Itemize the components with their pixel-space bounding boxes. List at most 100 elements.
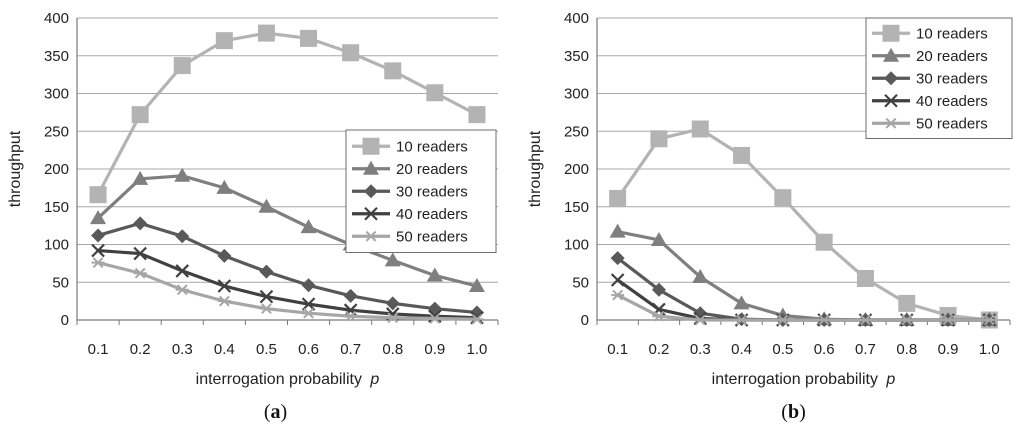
- data-point: [384, 62, 402, 80]
- data-point: [175, 284, 189, 296]
- x-tick-label: 0.7: [340, 341, 361, 358]
- x-tick-label: 0.7: [855, 341, 876, 358]
- data-point: [342, 44, 360, 62]
- data-point: [651, 282, 666, 297]
- data-point: [343, 288, 358, 303]
- panel-caption-a: (a): [264, 401, 287, 423]
- chart-panel-a: 0 50 100 150 200 250 300 350 400 0.1 0.2 0.3 0.4 0.5 0…: [7, 10, 499, 423]
- x-tick-label: 1.0: [979, 341, 1000, 358]
- x-axis-label: interrogation probability p: [712, 371, 896, 388]
- data-point: [650, 231, 667, 246]
- data-point: [90, 210, 107, 225]
- data-point: [132, 170, 149, 185]
- data-point: [856, 269, 874, 287]
- legend-item: 30 readers: [872, 70, 988, 87]
- x-tick-label: 0.5: [256, 341, 277, 358]
- legend-marker: [884, 117, 898, 129]
- data-point: [468, 278, 485, 293]
- x-tick-label: 0.2: [130, 341, 151, 358]
- x-axis-label-variable: p: [885, 371, 895, 388]
- y-tick-label: 0: [61, 312, 69, 329]
- y-tick-label: 400: [44, 10, 69, 27]
- legend-label: 50 readers: [396, 228, 468, 245]
- legend-marker: [364, 206, 378, 221]
- series-10-readers: [89, 24, 486, 204]
- y-tick-label: 200: [564, 161, 589, 178]
- x-tick-label: 0.6: [298, 341, 319, 358]
- data-point: [386, 312, 400, 324]
- data-point: [133, 216, 148, 231]
- data-point: [344, 310, 358, 322]
- x-axis-label: interrogation probability p: [196, 371, 380, 388]
- y-tick-label: 50: [52, 274, 69, 291]
- data-point: [385, 296, 400, 311]
- legend-marker: [364, 230, 378, 242]
- data-point: [133, 246, 147, 261]
- legend-label: 30 readers: [396, 183, 468, 200]
- series-50-readers: [91, 257, 484, 325]
- data-point: [898, 294, 916, 312]
- data-point: [610, 273, 625, 287]
- y-axis-label: throughput: [527, 130, 544, 207]
- data-point: [91, 243, 105, 258]
- data-point: [692, 268, 709, 283]
- legend-label: 40 readers: [916, 93, 988, 110]
- x-tick-label: 0.2: [649, 341, 670, 358]
- y-tick-label: 300: [44, 86, 69, 103]
- data-point: [693, 314, 707, 326]
- data-point: [774, 189, 792, 207]
- data-point: [343, 303, 358, 317]
- data-point: [652, 310, 666, 322]
- x-axis-label-variable: p: [369, 371, 379, 388]
- data-point: [259, 264, 274, 279]
- caption-letter: a: [271, 401, 281, 423]
- data-point: [733, 295, 750, 310]
- x-tick-label: 0.4: [214, 341, 235, 358]
- data-point: [384, 252, 401, 267]
- x-tick-label: 0.5: [772, 341, 793, 358]
- series-line: [616, 278, 990, 322]
- data-point: [301, 278, 316, 293]
- data-point: [174, 167, 191, 182]
- data-point: [91, 257, 105, 269]
- caption-open-paren: (: [781, 401, 788, 423]
- y-tick-label: 350: [564, 48, 589, 65]
- legend-marker: [362, 137, 380, 155]
- caption-close-paren: ): [281, 401, 288, 423]
- legend-marker: [884, 71, 898, 86]
- data-point: [733, 146, 751, 164]
- series-line: [616, 127, 990, 322]
- y-tick-label: 100: [564, 237, 589, 254]
- y-tick-label: 100: [44, 237, 69, 254]
- data-point: [300, 29, 318, 47]
- x-tick-label: 0.8: [896, 341, 917, 358]
- legend-label: 20 readers: [916, 48, 988, 65]
- data-point: [175, 264, 190, 278]
- data-point: [258, 198, 275, 213]
- series-10-readers: [609, 120, 998, 329]
- series-30-readers: [91, 216, 484, 320]
- data-point: [776, 314, 790, 326]
- legend-marker: [883, 47, 899, 62]
- x-tick-label: 0.1: [88, 341, 109, 358]
- legend-item: 40 readers: [352, 206, 468, 223]
- legend-item: 40 readers: [872, 93, 988, 110]
- data-point: [216, 179, 233, 194]
- data-point: [858, 314, 872, 326]
- data-point: [428, 313, 442, 324]
- data-point: [133, 267, 147, 279]
- data-point: [89, 186, 107, 204]
- legend-item: 10 readers: [352, 137, 468, 155]
- x-tick-label: 0.3: [690, 341, 711, 358]
- data-point: [173, 57, 191, 75]
- panel-caption-b: (b): [781, 401, 805, 423]
- series-line: [616, 293, 990, 322]
- legend-item: 30 readers: [352, 183, 468, 200]
- legend-marker: [882, 24, 900, 42]
- data-point: [217, 295, 231, 307]
- data-point: [609, 189, 627, 207]
- data-point: [215, 32, 233, 50]
- data-point: [175, 229, 190, 244]
- data-point: [217, 279, 232, 293]
